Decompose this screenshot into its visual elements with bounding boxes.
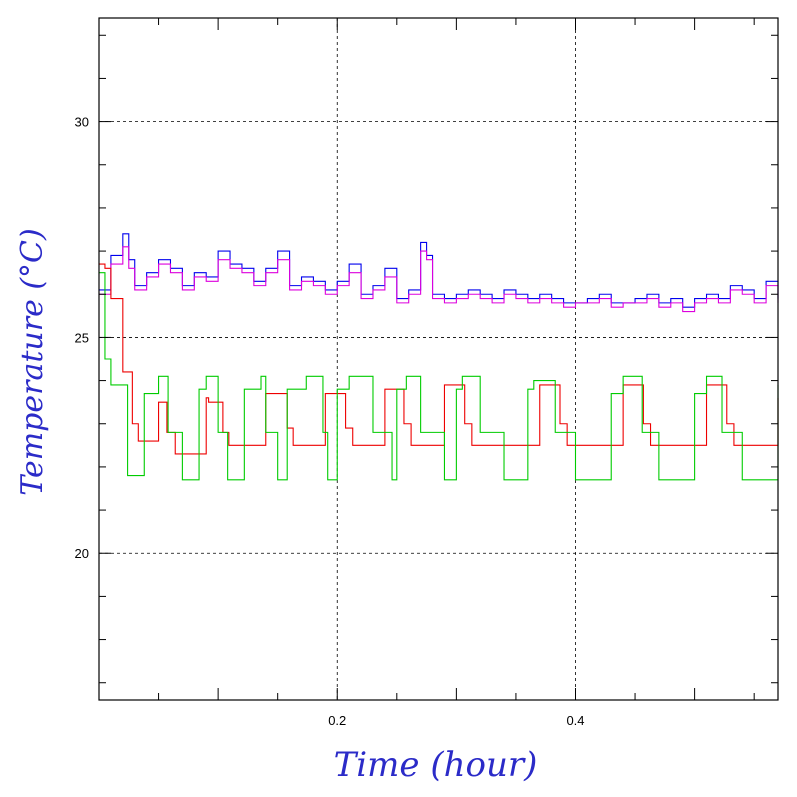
series-line-3 (99, 263, 779, 455)
y-tick-label: 30 (75, 115, 89, 130)
series-line-2 (99, 246, 779, 313)
x-tick-label: 0.4 (566, 713, 584, 728)
x-tick-label: 0.2 (328, 713, 346, 728)
y-tick-label: 20 (75, 546, 89, 561)
y-tick-label: 25 (75, 330, 89, 345)
x-axis-title: Time (hour) (334, 745, 538, 785)
series-line-1 (99, 233, 779, 308)
plot-frame (98, 17, 779, 701)
series-lines (99, 233, 779, 481)
axis-ticks (99, 18, 778, 700)
y-axis-title: Temperature (°C) (15, 228, 50, 495)
tick-labels: 0.2 0.4 20 25 30 (75, 115, 585, 728)
grid-lines (99, 18, 778, 700)
series-line-4 (99, 272, 779, 481)
